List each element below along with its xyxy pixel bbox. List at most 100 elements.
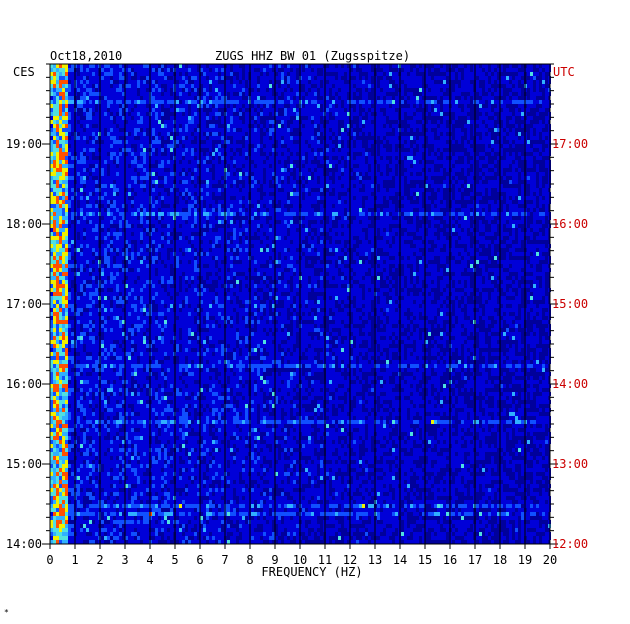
heatmap-cell [152, 192, 155, 196]
heatmap-cell [101, 192, 104, 196]
heatmap-cell [284, 184, 287, 188]
heatmap-cell [368, 184, 371, 188]
heatmap-cell [206, 68, 209, 72]
heatmap-cell [218, 100, 221, 104]
heatmap-cell [56, 76, 59, 80]
heatmap-cell [128, 168, 131, 172]
heatmap-cell [266, 200, 269, 204]
heatmap-cell [110, 192, 113, 196]
heatmap-cell [131, 152, 134, 156]
heatmap-cell [86, 80, 89, 84]
heatmap-cell [125, 100, 128, 104]
heatmap-cell [194, 104, 197, 108]
heatmap-cell [509, 136, 512, 140]
heatmap-cell [284, 156, 287, 160]
heatmap-cell [116, 160, 119, 164]
heatmap-cell [293, 200, 296, 204]
heatmap-cell [275, 132, 278, 136]
heatmap-cell [251, 68, 254, 72]
heatmap-cell [62, 104, 65, 108]
heatmap-cell [350, 128, 353, 132]
heatmap-cell [365, 132, 368, 136]
heatmap-cell [236, 208, 239, 212]
heatmap-cell [68, 112, 71, 116]
heatmap-cell [452, 72, 455, 76]
heatmap-cell [380, 152, 383, 156]
heatmap-cell [275, 108, 278, 112]
heatmap-cell [251, 164, 254, 168]
heatmap-cell [233, 88, 236, 92]
heatmap-cell [167, 172, 170, 176]
heatmap-cell [434, 100, 437, 104]
heatmap-cell [470, 228, 473, 232]
heatmap-cell [182, 80, 185, 84]
heatmap-cell [512, 188, 515, 192]
heatmap-cell [92, 104, 95, 108]
heatmap-cell [164, 120, 167, 124]
heatmap-cell [455, 224, 458, 228]
heatmap-cell [170, 124, 173, 128]
heatmap-cell [131, 168, 134, 172]
heatmap-cell [107, 72, 110, 76]
heatmap-cell [461, 100, 464, 104]
heatmap-cell [308, 84, 311, 88]
heatmap-cell [437, 128, 440, 132]
heatmap-cell [59, 220, 62, 224]
heatmap-cell [461, 212, 464, 216]
heatmap-cell [209, 80, 212, 84]
heatmap-cell [59, 144, 62, 148]
heatmap-cell [134, 176, 137, 180]
heatmap-cell [200, 168, 203, 172]
heatmap-cell [119, 72, 122, 76]
heatmap-cell [344, 180, 347, 184]
heatmap-cell [107, 104, 110, 108]
heatmap-cell [53, 224, 56, 228]
heatmap-cell [260, 208, 263, 212]
heatmap-cell [206, 164, 209, 168]
heatmap-cell [503, 212, 506, 216]
heatmap-cell [197, 140, 200, 144]
heatmap-cell [122, 156, 125, 160]
heatmap-cell [77, 140, 80, 144]
heatmap-cell [341, 200, 344, 204]
heatmap-cell [440, 212, 443, 216]
heatmap-cell [80, 84, 83, 88]
heatmap-cell [368, 104, 371, 108]
heatmap-cell [104, 156, 107, 160]
heatmap-cell [296, 92, 299, 96]
heatmap-cell [275, 192, 278, 196]
heatmap-cell [512, 164, 515, 168]
heatmap-cell [83, 164, 86, 168]
heatmap-cell [179, 112, 182, 116]
heatmap-cell [356, 212, 359, 216]
heatmap-cell [440, 128, 443, 132]
heatmap-cell [428, 176, 431, 180]
heatmap-cell [56, 160, 59, 164]
heatmap-cell [446, 108, 449, 112]
heatmap-cell [197, 160, 200, 164]
heatmap-cell [83, 168, 86, 172]
heatmap-cell [431, 100, 434, 104]
heatmap-cell [308, 208, 311, 212]
heatmap-cell [401, 216, 404, 220]
heatmap-cell [326, 100, 329, 104]
heatmap-cell [164, 92, 167, 96]
heatmap-cell [260, 100, 263, 104]
heatmap-cell [278, 140, 281, 144]
heatmap-cell [245, 184, 248, 188]
heatmap-cell [407, 156, 410, 160]
heatmap-cell [458, 152, 461, 156]
heatmap-cell [104, 92, 107, 96]
heatmap-cell [200, 128, 203, 132]
heatmap-cell [278, 224, 281, 228]
heatmap-cell [176, 72, 179, 76]
heatmap-cell [380, 84, 383, 88]
heatmap-cell [167, 160, 170, 164]
heatmap-cell [167, 64, 170, 68]
heatmap-cell [284, 136, 287, 140]
heatmap-cell [53, 164, 56, 168]
heatmap-cell [404, 64, 407, 68]
heatmap-cell [506, 156, 509, 160]
heatmap-cell [380, 176, 383, 180]
heatmap-cell [128, 128, 131, 132]
